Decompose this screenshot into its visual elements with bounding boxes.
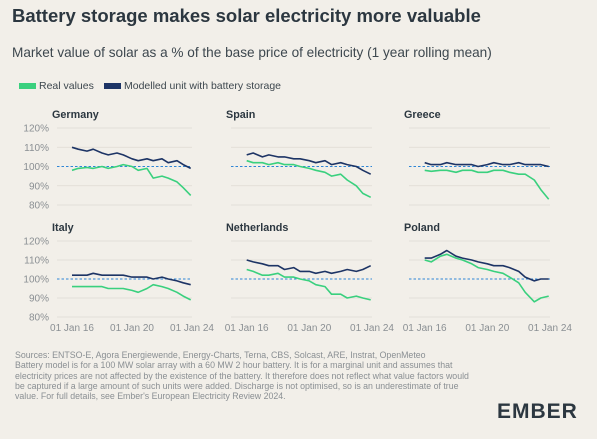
x-tick-label: 01 Jan 20 <box>287 323 331 334</box>
footer-notes: Sources: ENTSO-E, Agora Energiewende, En… <box>15 350 475 401</box>
y-tick-label: 110% <box>24 143 49 154</box>
series-line-real-netherlands <box>246 268 371 301</box>
y-tick-label: 120% <box>23 124 49 135</box>
y-tick-label: 100% <box>23 162 49 173</box>
legend-swatch-real <box>19 83 36 89</box>
y-tick-label: 80% <box>29 313 49 324</box>
legend-item-real: Real values <box>19 80 94 92</box>
series-line-modelled-germany <box>71 146 192 170</box>
y-tick-label: 90% <box>29 181 49 192</box>
x-tick-label: 01 Jan 20 <box>110 323 154 334</box>
legend-item-modelled: Modelled unit with battery storage <box>104 80 281 92</box>
x-tick-label: 01 Jan 24 <box>170 323 214 334</box>
panel-title-greece: Greece <box>404 109 441 121</box>
legend-swatch-modelled <box>104 83 121 89</box>
panel-title-spain: Spain <box>226 109 255 121</box>
legend-label-modelled: Modelled unit with battery storage <box>124 80 282 92</box>
series-line-real-italy <box>72 283 192 301</box>
footer-sources: Sources: ENTSO-E, Agora Energiewende, En… <box>15 350 426 360</box>
y-tick-label: 110% <box>24 256 49 267</box>
series-line-real-greece <box>424 169 550 200</box>
series-line-modelled-greece <box>424 161 549 168</box>
series-line-real-germany <box>71 163 192 196</box>
ember-logo: EMBER <box>497 400 578 423</box>
panel-title-italy: Italy <box>52 222 74 234</box>
chart-title: Battery storage makes solar electricity … <box>12 5 481 26</box>
chart-subtitle: Market value of solar as a % of the base… <box>12 45 492 60</box>
x-tick-label: 01 Jan 16 <box>225 323 269 334</box>
legend-label-real: Real values <box>39 80 94 92</box>
y-tick-label: 80% <box>29 201 49 212</box>
series-line-modelled-italy <box>72 272 191 286</box>
x-tick-label: 01 Jan 24 <box>350 323 394 334</box>
series-line-real-spain <box>246 159 372 199</box>
panel-title-germany: Germany <box>52 109 99 121</box>
x-tick-label: 01 Jan 24 <box>528 323 572 334</box>
footer-note: Battery model is for a 100 MW solar arra… <box>15 360 469 402</box>
y-tick-label: 120% <box>23 237 49 248</box>
series-line-real-poland <box>424 253 549 303</box>
x-tick-label: 01 Jan 20 <box>465 323 509 334</box>
y-tick-label: 100% <box>23 275 49 286</box>
panel-title-netherlands: Netherlands <box>226 222 288 234</box>
x-tick-label: 01 Jan 16 <box>403 323 447 334</box>
x-tick-label: 01 Jan 16 <box>50 323 94 334</box>
series-line-modelled-spain <box>246 152 372 175</box>
y-tick-label: 90% <box>29 294 49 305</box>
series-line-modelled-netherlands <box>246 259 372 275</box>
series-line-modelled-poland <box>424 249 549 282</box>
panel-title-poland: Poland <box>404 222 440 234</box>
